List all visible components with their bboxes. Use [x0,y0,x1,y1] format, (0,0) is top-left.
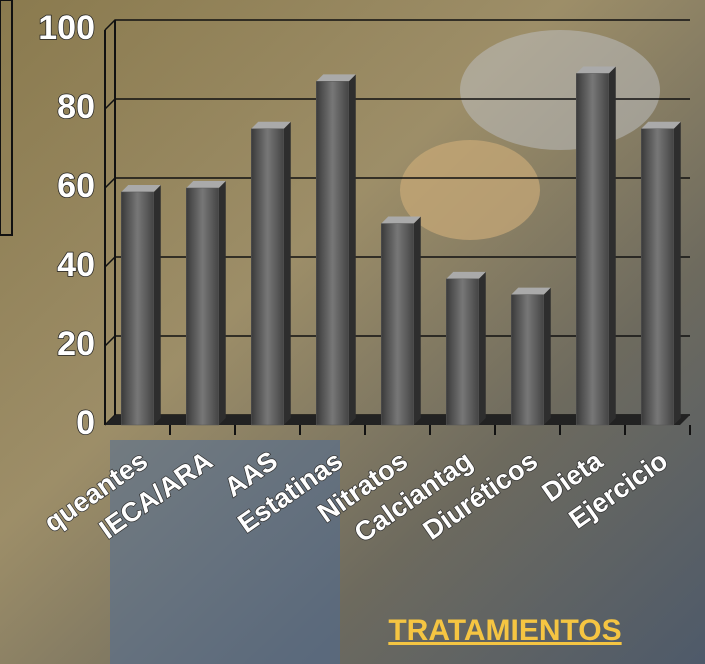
bar [316,74,356,425]
y-tick-label: 80 [57,88,95,126]
x-axis-title: TRATAMIENTOS [388,614,621,647]
bar-front [576,73,609,425]
bar-side [674,122,681,425]
bar-front [251,129,284,425]
bar-front [641,129,674,425]
painting-detail [400,140,540,240]
y-tick-label: 40 [57,246,95,284]
bar-front [446,279,479,425]
page: {"chart_data": {"type": "bar", "x_label"… [0,0,705,664]
bar-front [186,188,219,425]
bar [446,272,486,425]
chart: TRATAMIENTOS 020406080100queantesIECA/AR… [0,0,705,664]
bar-front [381,224,414,425]
bar-side [414,217,421,425]
bar [186,181,226,425]
bar-side [544,288,551,425]
y-tick-label: 0 [76,404,95,442]
bar [576,66,616,425]
bar-side [479,272,486,425]
bar [121,185,161,425]
bar-side [284,122,291,425]
bar-side [154,185,161,425]
bar-side [609,66,616,425]
bar [641,122,681,425]
bar-side [349,74,356,425]
bar [251,122,291,425]
y-tick-label: 20 [57,325,95,363]
bar-side [219,181,226,425]
y-tick-label: 100 [38,9,95,47]
bar [511,288,551,425]
bar-front [316,81,349,425]
y-tick-label: 60 [57,167,95,205]
painting-detail [460,30,660,150]
bar [381,217,421,425]
bar-front [121,192,154,425]
bar-front [511,295,544,425]
